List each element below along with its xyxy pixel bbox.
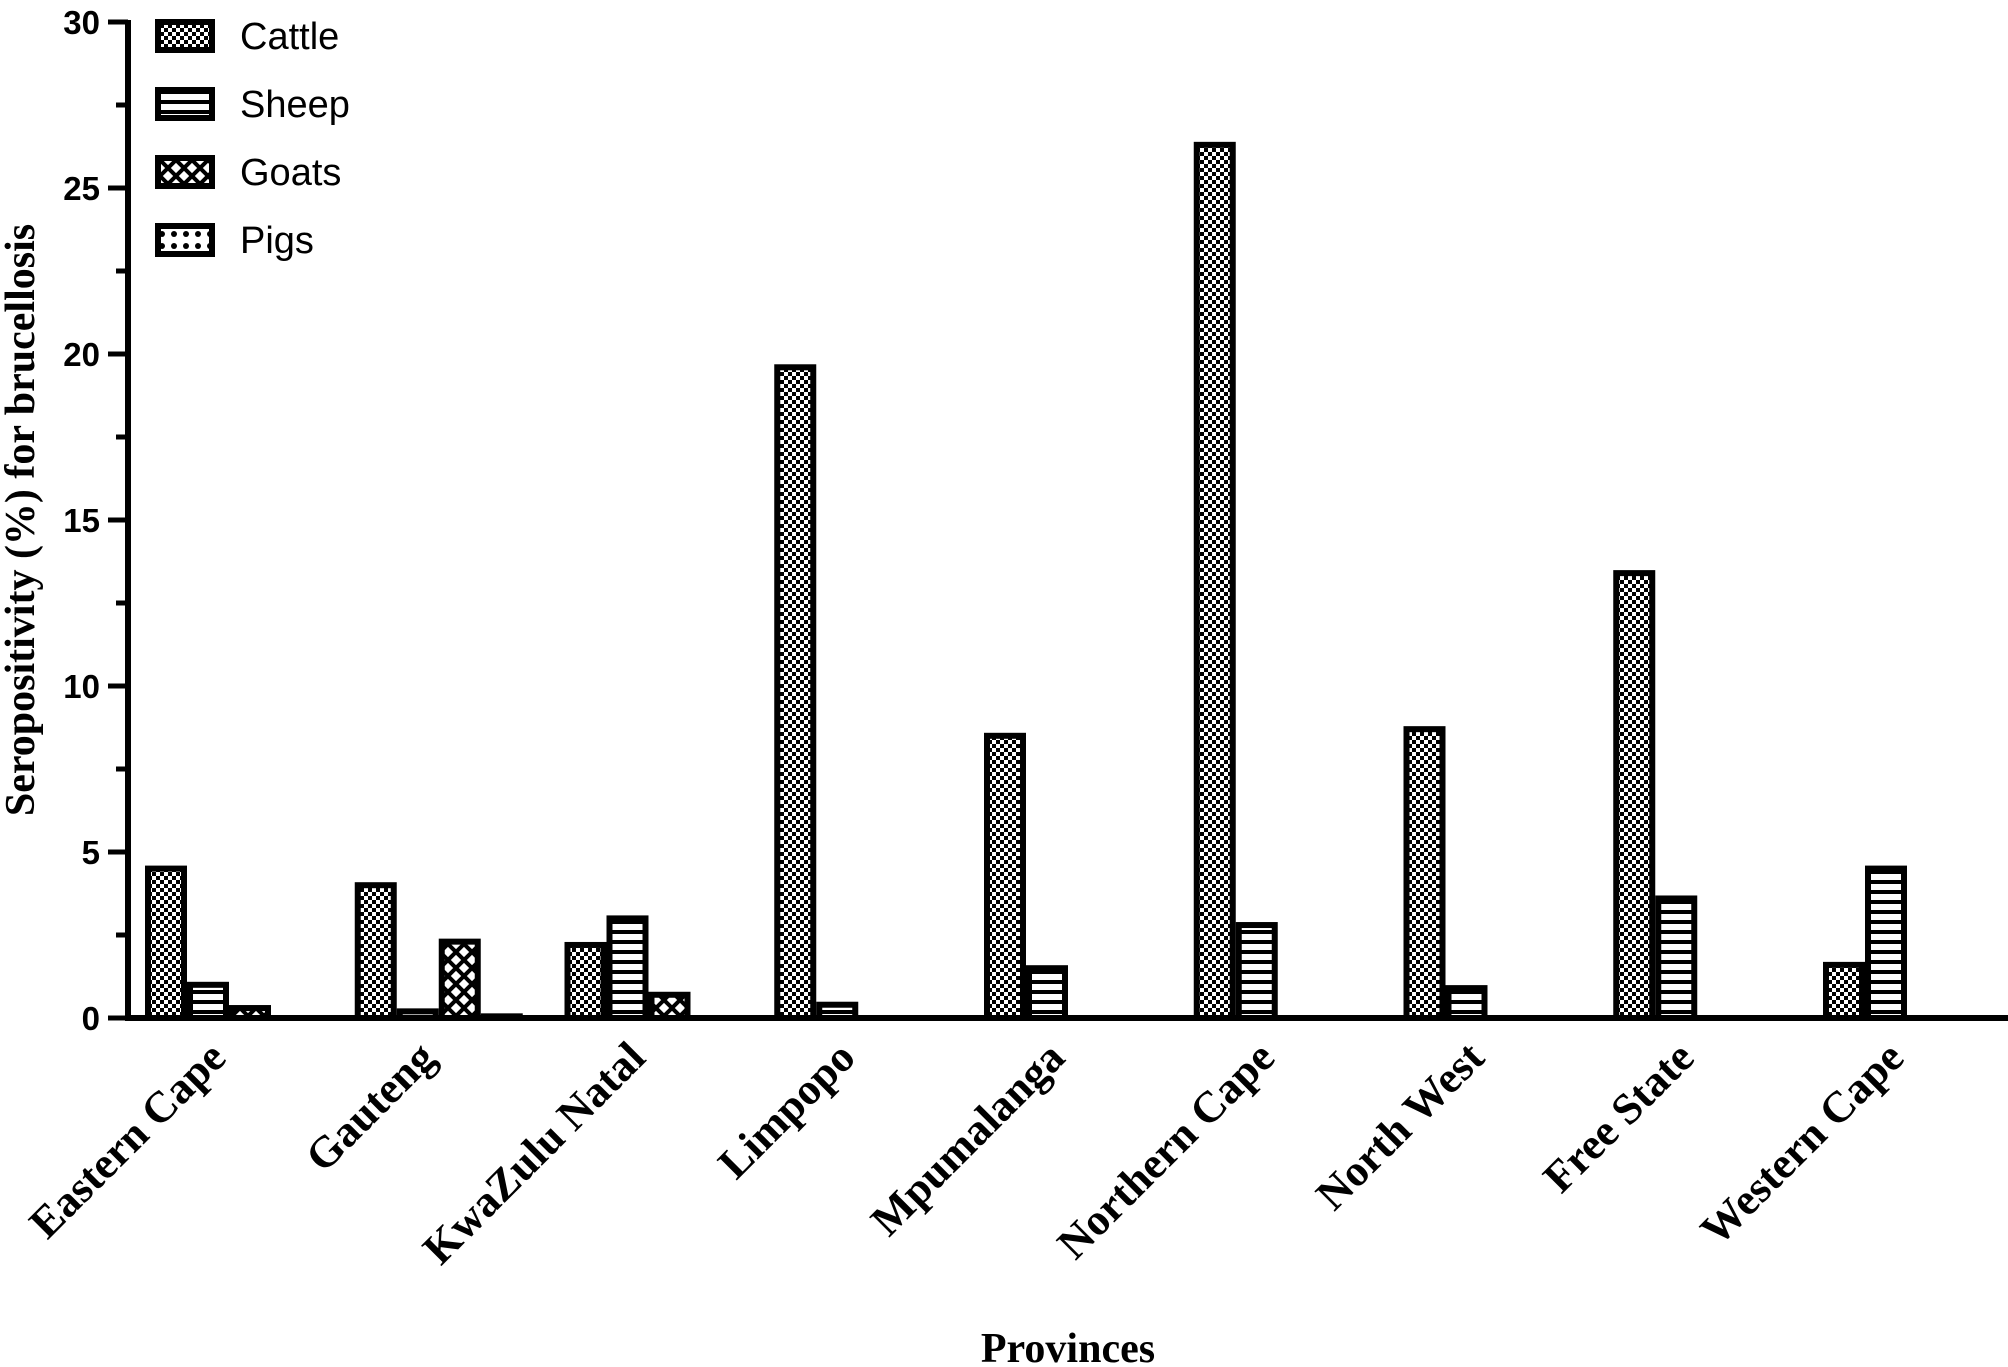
legend-swatch-pigs [155,223,215,257]
bar-cattle-free-state [1613,570,1656,1021]
bar-sheep-free-state [1655,895,1698,1021]
bar-sheep-north-west [1445,985,1488,1021]
x-axis-title: Provinces [981,1326,1155,1367]
bar-goats-kwazulu-natal [648,991,691,1022]
bars-layer [145,141,1907,1022]
x-tick-label-northern-cape: Northern Cape [1048,1032,1284,1268]
x-tick-label-eastern-cape: Eastern Cape [20,1032,235,1247]
legend-swatch-goats [155,155,215,189]
x-tick-label-north-west: North West [1307,1032,1494,1219]
bar-sheep-eastern-cape [187,981,229,1021]
bar-cattle-eastern-cape [145,865,187,1021]
legend-swatch-cattle [155,19,215,53]
y-tick-label: 30 [63,4,100,41]
y-tick-label: 15 [63,502,100,539]
bar-sheep-kwazulu-natal [606,915,649,1022]
x-tick-label-limpopo: Limpopo [709,1032,865,1188]
bar-cattle-western-cape [1823,961,1865,1022]
legend-label-sheep: Sheep [240,84,350,126]
x-tick-label-mpumalanga: Mpumalanga [861,1032,1074,1245]
legend-label-goats: Goats [240,152,341,194]
bar-cattle-northern-cape [1193,141,1236,1021]
legend-swatch-sheep [155,87,215,121]
y-axis-title: Seropositivity (%) for brucellosis [0,224,44,816]
bar-sheep-western-cape [1865,865,1907,1021]
legend-label-pigs: Pigs [240,220,314,262]
bar-cattle-mpumalanga [984,732,1026,1021]
legend-label-cattle: Cattle [240,16,339,58]
bar-sheep-mpumalanga [1026,965,1068,1022]
x-tick-label-gauteng: Gauteng [296,1032,445,1181]
y-tick-label: 10 [63,668,100,705]
x-tick-label-free-state: Free State [1534,1032,1704,1202]
bar-sheep-northern-cape [1235,922,1278,1021]
y-tick-label: 0 [82,1000,100,1037]
y-tick-label: 5 [82,834,100,871]
bar-cattle-limpopo [774,364,817,1021]
bar-goats-gauteng [438,938,481,1022]
bar-cattle-north-west [1403,726,1446,1021]
y-tick-label: 20 [63,336,100,373]
x-tick-label-kwazulu-natal: KwaZulu Natal [413,1032,654,1273]
y-tick-label: 25 [63,170,100,207]
bar-cattle-kwazulu-natal [564,941,607,1022]
legend: Cattle Sheep Goats Pigs [155,16,350,262]
bar-cattle-gauteng [354,882,397,1022]
x-tick-label-western-cape: Western Cape [1691,1032,1913,1254]
